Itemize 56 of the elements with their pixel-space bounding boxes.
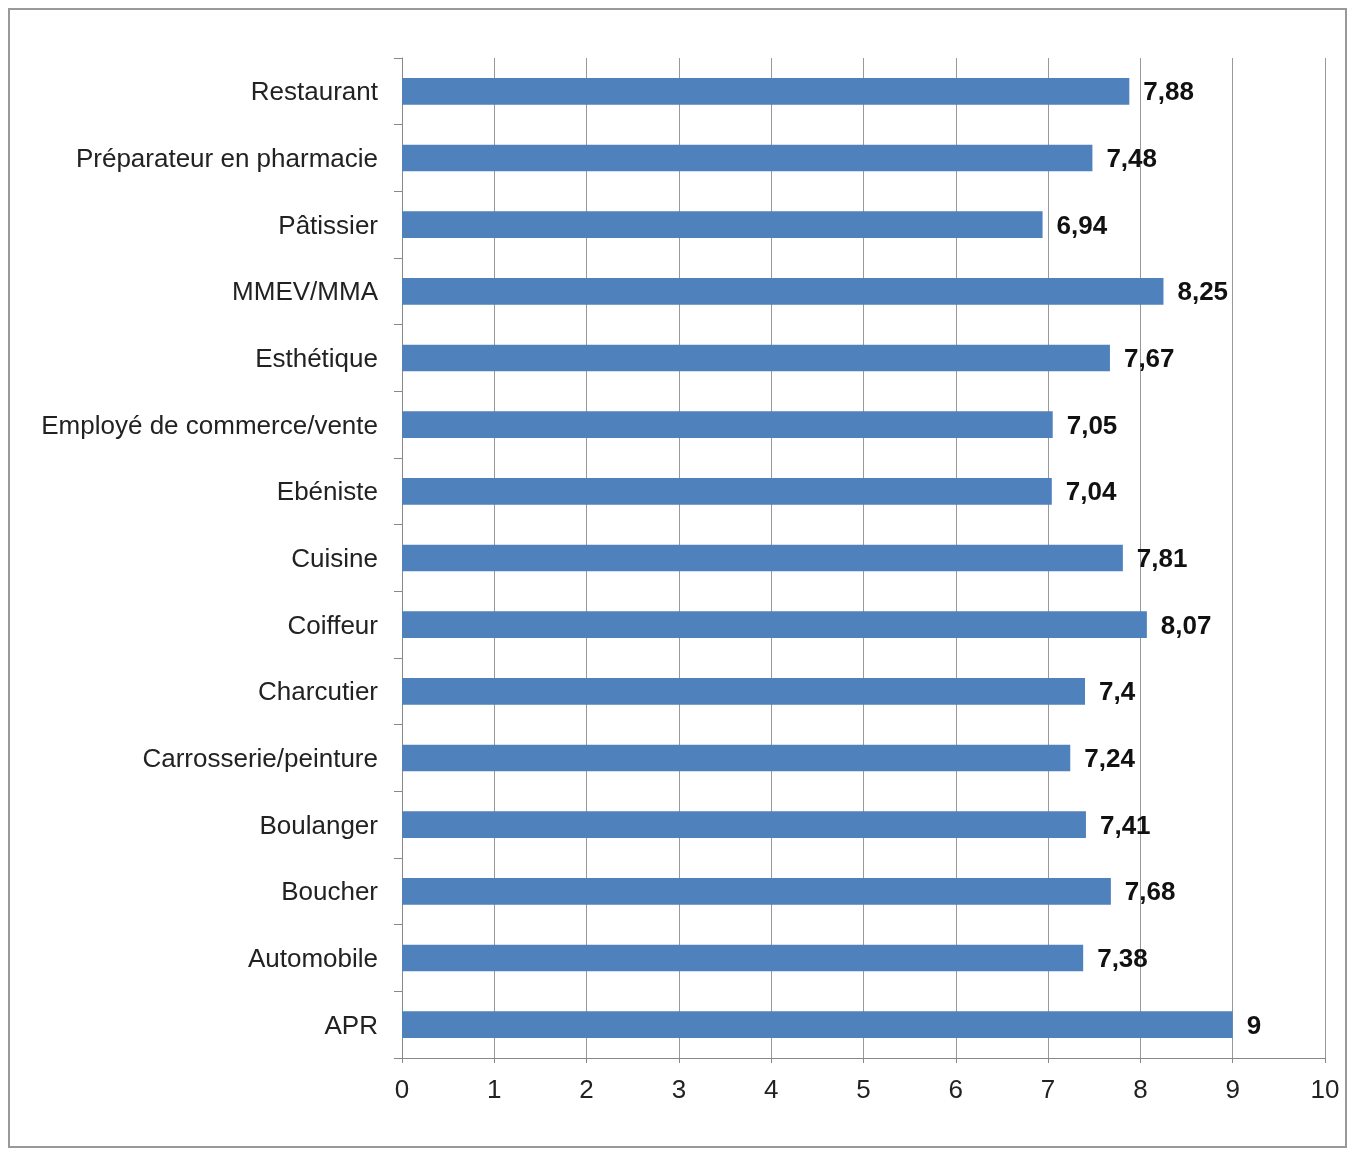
data-label: 7,38 xyxy=(1097,943,1148,973)
y-tick-label: Cuisine xyxy=(291,543,378,573)
bar xyxy=(402,478,1052,505)
data-label: 9 xyxy=(1246,1009,1262,1040)
bar xyxy=(402,1011,1233,1038)
x-tick-label: 10 xyxy=(1310,1074,1340,1104)
bar xyxy=(402,344,1110,372)
bar xyxy=(402,411,1053,438)
x-tick-label: 5 xyxy=(856,1074,871,1104)
y-tick-label: Employé de commerce/vente xyxy=(41,409,378,440)
data-label: 8,07 xyxy=(1160,609,1212,640)
y-tick-label: Esthétique xyxy=(255,343,378,373)
bar xyxy=(402,744,1071,772)
y-tick-label: Préparateur en pharmacie xyxy=(75,143,378,173)
y-tick-label: MMEV/MMA xyxy=(232,276,379,307)
data-label: 7,05 xyxy=(1066,409,1118,440)
x-tick-label: 6 xyxy=(948,1074,964,1104)
data-label: 7,4 xyxy=(1099,676,1136,707)
y-tick-label: Automobile xyxy=(247,943,378,973)
bar xyxy=(402,211,1043,238)
data-label: 6,94 xyxy=(1056,209,1108,240)
data-label: 7,68 xyxy=(1124,876,1176,907)
y-tick-label: Charcutier xyxy=(258,676,379,707)
y-tick-label: Boulanger xyxy=(259,809,379,840)
data-label: 7,24 xyxy=(1084,743,1136,773)
x-tick-label: 8 xyxy=(1133,1074,1148,1104)
bar xyxy=(402,678,1086,705)
bar xyxy=(402,811,1086,838)
y-tick-label: Pâtissier xyxy=(278,209,379,240)
bar xyxy=(402,878,1111,905)
data-label: 7,48 xyxy=(1106,143,1158,173)
y-tick-label: Ebéniste xyxy=(276,476,378,507)
data-label: 7,41 xyxy=(1099,809,1151,840)
y-tick-label: Carrosserie/peinture xyxy=(142,743,378,773)
y-tick-label: Coiffeur xyxy=(287,609,379,640)
x-tick-label: 2 xyxy=(579,1074,594,1104)
y-tick-label: Boucher xyxy=(281,876,379,907)
data-label: 7,67 xyxy=(1123,343,1175,373)
bar xyxy=(402,144,1093,172)
x-tick-label: 3 xyxy=(671,1074,687,1104)
x-tick-label: 9 xyxy=(1225,1074,1240,1104)
bar xyxy=(402,944,1084,972)
y-tick-label: APR xyxy=(324,1009,378,1040)
bar xyxy=(402,78,1130,105)
bar xyxy=(402,611,1147,638)
data-label: 7,88 xyxy=(1143,76,1194,107)
x-tick-label: 0 xyxy=(394,1074,410,1104)
x-tick-label: 7 xyxy=(1040,1074,1056,1104)
bar xyxy=(402,544,1123,572)
x-tick-label: 1 xyxy=(487,1074,502,1104)
bar xyxy=(402,278,1164,305)
data-label: 7,81 xyxy=(1136,543,1188,573)
x-tick-label: 4 xyxy=(763,1074,779,1104)
data-label: 8,25 xyxy=(1177,276,1229,307)
data-label: 7,04 xyxy=(1065,476,1117,507)
y-tick-label: Restaurant xyxy=(250,76,379,107)
